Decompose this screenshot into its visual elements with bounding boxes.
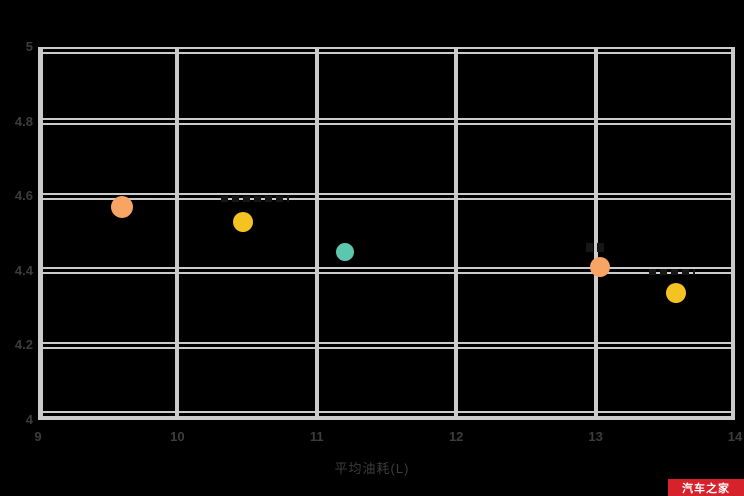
plot-area	[38, 47, 735, 420]
data-point-bubble-4[interactable]	[589, 257, 610, 278]
data-point-bubble-1[interactable]	[110, 196, 133, 219]
x-axis-tick-label: 13	[588, 429, 603, 444]
vertical-gridline	[314, 49, 319, 416]
x-axis-tick-label: 14	[727, 429, 743, 444]
y-axis-tick-label: 4.4	[14, 262, 33, 278]
vertical-gridline	[175, 49, 180, 416]
vertical-gridline	[454, 49, 459, 416]
horizontal-gridline	[43, 192, 731, 200]
horizontal-gridline	[43, 341, 731, 349]
data-point-bubble-3[interactable]	[335, 243, 354, 262]
horizontal-gridline-top	[43, 52, 731, 54]
x-axis-tick-label: 12	[448, 429, 464, 444]
illegible-point-label	[586, 243, 606, 252]
y-axis-tick-label: 5	[25, 39, 33, 54]
horizontal-gridline	[43, 118, 731, 126]
y-axis-tick-label: 4.6	[14, 188, 33, 204]
illegible-point-label	[649, 269, 695, 275]
data-point-bubble-2[interactable]	[232, 212, 253, 233]
x-axis-title: 平均油耗(L)	[334, 461, 410, 476]
x-axis-tick-label: 10	[170, 429, 185, 444]
horizontal-gridline-bottom	[43, 411, 731, 413]
horizontal-gridline	[43, 267, 731, 275]
y-axis-tick-label: 4.8	[14, 113, 33, 129]
watermark-badge: 汽车之家	[668, 479, 744, 496]
x-axis-tick-label: 11	[309, 429, 324, 444]
vertical-gridline	[593, 49, 598, 416]
y-axis-tick-label: 4	[25, 412, 33, 427]
x-axis-tick-label: 9	[34, 429, 42, 444]
y-axis-tick-label: 4.2	[14, 337, 33, 353]
illegible-point-label	[221, 196, 289, 202]
data-point-bubble-5[interactable]	[666, 283, 687, 304]
